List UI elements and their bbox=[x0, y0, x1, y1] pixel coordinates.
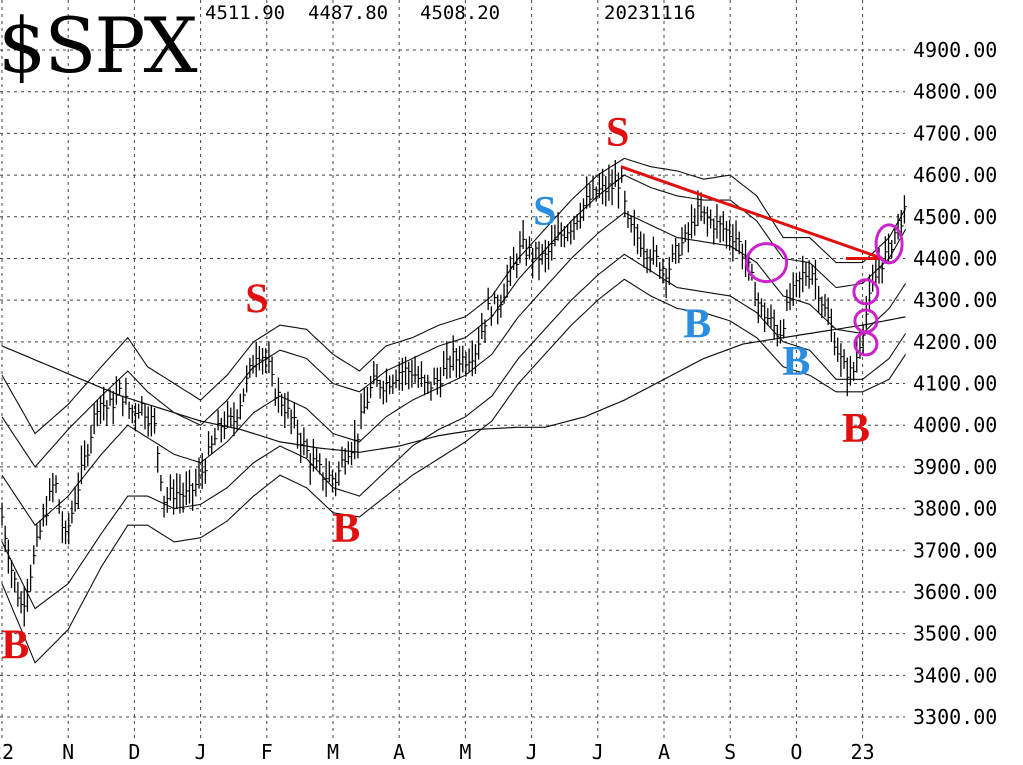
highlight-circle bbox=[852, 278, 880, 306]
sell-signal-label: S bbox=[245, 277, 268, 323]
buy-signal-label: B bbox=[782, 339, 810, 385]
envelope-bands bbox=[1, 157, 907, 664]
y-tick-label: 4900.00 bbox=[913, 38, 997, 62]
highlight-circle bbox=[874, 223, 904, 265]
y-tick-label: 4600.00 bbox=[913, 163, 997, 187]
price-bars bbox=[1, 160, 907, 627]
x-tick-label: D bbox=[128, 740, 140, 764]
header-date: 20231116 bbox=[604, 2, 696, 24]
y-tick-label: 4100.00 bbox=[913, 372, 997, 396]
y-tick-label: 4400.00 bbox=[913, 246, 997, 270]
middle-band bbox=[1, 211, 907, 527]
y-tick-label: 3800.00 bbox=[913, 497, 997, 521]
lower-outer-band bbox=[1, 278, 907, 664]
buy-signal-label: B bbox=[332, 506, 360, 552]
y-tick-label: 3300.00 bbox=[913, 705, 997, 729]
header-close: 4508.20 bbox=[420, 2, 500, 24]
sell-signal-label: S bbox=[606, 110, 629, 156]
x-tick-label: 22 bbox=[0, 740, 14, 764]
x-tick-label: A bbox=[658, 740, 670, 764]
trend-line bbox=[620, 165, 883, 260]
x-tick-label: J bbox=[195, 740, 207, 764]
y-tick-label: 3600.00 bbox=[913, 580, 997, 604]
sell-signal-label: S bbox=[533, 189, 556, 235]
y-axis: 4900.00 4800.00 4700.00 4600.00 4500.00 4400.… bbox=[913, 38, 997, 729]
ma-200-path bbox=[1, 316, 906, 453]
x-tick-label: N bbox=[62, 740, 74, 764]
lower-inner-band bbox=[1, 253, 907, 610]
x-tick-label: S bbox=[724, 740, 736, 764]
y-tick-label: 4200.00 bbox=[913, 330, 997, 354]
y-tick-label: 3400.00 bbox=[913, 663, 997, 687]
y-tick-label: 4700.00 bbox=[913, 121, 997, 145]
x-tick-label: F bbox=[261, 740, 273, 764]
x-tick-label: J bbox=[526, 740, 538, 764]
y-tick-label: 4000.00 bbox=[913, 413, 997, 437]
ticker-symbol: $SPX bbox=[0, 1, 198, 90]
x-tick-label: M bbox=[459, 740, 471, 764]
y-tick-label: 3900.00 bbox=[913, 455, 997, 479]
ma-200-line bbox=[1, 316, 906, 453]
buy-signal-label: B bbox=[842, 406, 870, 452]
y-tick-label: 4500.00 bbox=[913, 205, 997, 229]
highlight-circles bbox=[745, 223, 904, 357]
x-axis: 22 N D J F M A M J J A S O 23 bbox=[0, 740, 875, 764]
header-high: 4511.90 bbox=[205, 2, 285, 24]
trend-lines bbox=[620, 165, 883, 260]
x-tick-label: J bbox=[592, 740, 604, 764]
buy-signal-label: B bbox=[683, 302, 711, 348]
x-tick-label: 23 bbox=[851, 740, 875, 764]
header-low: 4487.80 bbox=[308, 2, 388, 24]
y-tick-label: 3500.00 bbox=[913, 622, 997, 646]
y-tick-label: 3700.00 bbox=[913, 538, 997, 562]
y-tick-label: 4800.00 bbox=[913, 80, 997, 104]
buy-signal-label: B bbox=[1, 623, 29, 669]
grid-lines bbox=[0, 0, 905, 738]
highlight-circle bbox=[745, 242, 789, 284]
x-tick-label: A bbox=[393, 740, 405, 764]
y-tick-label: 4300.00 bbox=[913, 288, 997, 312]
highlight-circle bbox=[853, 331, 879, 357]
x-tick-label: O bbox=[790, 740, 802, 764]
x-tick-label: M bbox=[327, 740, 339, 764]
upper-outer-band bbox=[1, 157, 907, 435]
